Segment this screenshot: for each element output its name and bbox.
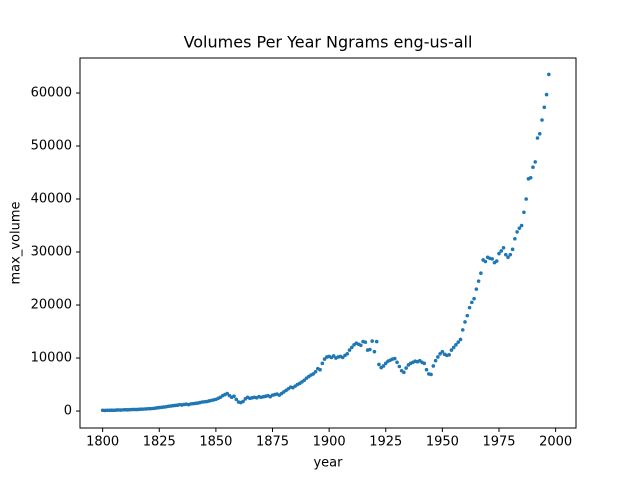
point — [331, 354, 336, 358]
point — [499, 249, 504, 253]
point — [340, 355, 345, 360]
point — [472, 296, 476, 301]
point — [515, 230, 519, 234]
x-tick-label: 1950 — [426, 435, 459, 450]
x-tick-label: 1850 — [199, 435, 232, 450]
point — [368, 347, 372, 352]
point — [490, 257, 495, 261]
point — [547, 72, 551, 77]
point — [497, 251, 501, 256]
y-tick-label: 0 — [64, 404, 72, 419]
point — [508, 252, 513, 257]
x-tick-label: 1900 — [313, 435, 346, 450]
point — [377, 362, 381, 367]
point — [451, 345, 456, 350]
y-tick-label: 60000 — [31, 85, 72, 100]
x-tick-label: 1925 — [369, 435, 402, 450]
y-tick-label: 50000 — [31, 138, 72, 153]
point — [383, 361, 388, 366]
point — [234, 397, 239, 402]
y-tick-label: 40000 — [31, 192, 72, 207]
point — [395, 360, 399, 365]
point — [506, 255, 510, 260]
point — [542, 105, 547, 110]
point — [359, 343, 363, 348]
point — [313, 370, 318, 374]
point — [476, 279, 481, 283]
point — [535, 136, 540, 140]
point — [510, 247, 515, 252]
point — [372, 349, 377, 354]
point — [483, 259, 488, 264]
y-axis-label: max_volume — [9, 202, 24, 285]
point — [393, 356, 397, 361]
point — [447, 353, 451, 357]
y-tick-label: 20000 — [31, 298, 72, 313]
point — [513, 236, 517, 241]
point — [440, 349, 445, 354]
point — [517, 226, 522, 230]
point — [454, 342, 458, 347]
point — [544, 92, 549, 97]
y-tick-label: 30000 — [31, 245, 72, 260]
point — [479, 271, 483, 276]
point — [537, 132, 542, 136]
point — [449, 348, 454, 352]
point — [363, 340, 368, 344]
point — [467, 305, 472, 310]
point — [470, 300, 474, 305]
point — [474, 287, 479, 291]
x-tick-label: 1975 — [482, 435, 515, 450]
point — [345, 351, 350, 356]
x-tick-label: 1825 — [143, 435, 176, 450]
point — [458, 337, 463, 342]
point — [349, 345, 354, 350]
point — [370, 339, 374, 343]
point — [318, 367, 322, 372]
point — [463, 320, 467, 324]
point — [429, 372, 433, 377]
point — [528, 175, 533, 180]
point — [422, 361, 427, 366]
point — [397, 364, 402, 369]
point — [225, 391, 230, 396]
point — [433, 358, 438, 363]
point — [494, 259, 499, 263]
point — [381, 364, 386, 368]
point — [402, 370, 406, 375]
point — [503, 252, 508, 257]
plot-frame — [79, 57, 577, 429]
point — [241, 399, 245, 404]
point — [374, 339, 379, 344]
x-tick-label: 1875 — [256, 435, 289, 450]
point — [311, 372, 316, 376]
point — [465, 313, 470, 318]
point — [436, 355, 440, 359]
point — [404, 366, 408, 370]
x-tick-label: 1800 — [86, 435, 119, 450]
point — [424, 367, 429, 372]
x-tick-label: 2000 — [539, 435, 572, 450]
point — [456, 340, 461, 344]
point — [533, 160, 538, 164]
point — [431, 364, 436, 368]
point — [438, 351, 442, 356]
y-tick-label: 10000 — [31, 351, 72, 366]
chart-title: Volumes Per Year Ngrams eng-us-all — [184, 33, 473, 52]
point — [519, 223, 524, 228]
point — [524, 197, 528, 201]
point — [322, 357, 327, 361]
x-axis-label: year — [313, 456, 343, 471]
point — [522, 210, 526, 215]
point — [501, 245, 506, 250]
point — [320, 361, 325, 366]
point — [531, 165, 535, 169]
point — [460, 328, 465, 332]
point — [232, 394, 236, 398]
point — [540, 118, 544, 122]
point — [347, 348, 352, 352]
point — [302, 378, 307, 383]
